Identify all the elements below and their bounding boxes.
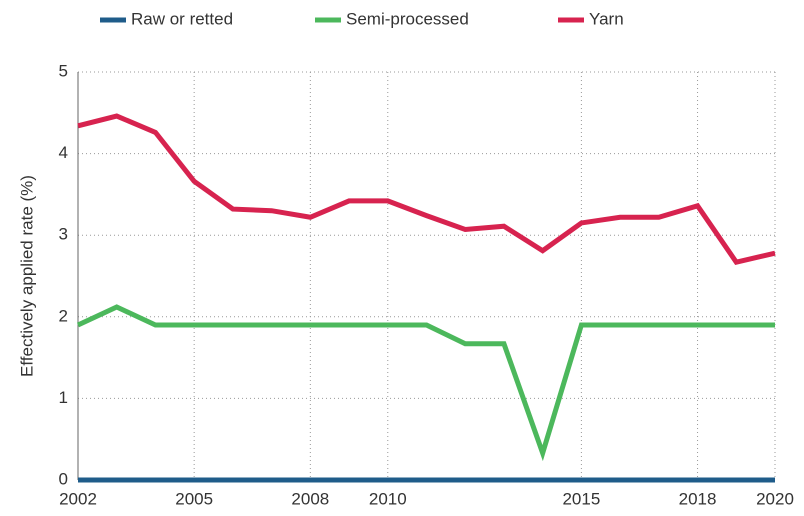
y-tick-label: 2 bbox=[59, 306, 68, 325]
x-tick-label: 2002 bbox=[59, 489, 97, 508]
x-tick-label: 2008 bbox=[291, 489, 329, 508]
x-tick-label: 2010 bbox=[369, 489, 407, 508]
x-tick-label: 2018 bbox=[679, 489, 717, 508]
x-tick-label: 2005 bbox=[175, 489, 213, 508]
y-tick-label: 3 bbox=[59, 225, 68, 244]
y-tick-label: 4 bbox=[59, 143, 68, 162]
legend-label: Semi-processed bbox=[346, 9, 469, 28]
legend-label: Yarn bbox=[589, 9, 624, 28]
x-tick-label: 2020 bbox=[756, 489, 794, 508]
y-axis-label: Effectively applied rate (%) bbox=[17, 175, 36, 377]
y-tick-label: 1 bbox=[59, 388, 68, 407]
y-tick-label: 5 bbox=[59, 61, 68, 80]
series-line bbox=[77, 113, 776, 265]
series-line bbox=[76, 304, 775, 462]
y-tick-label: 0 bbox=[59, 469, 68, 488]
legend-label: Raw or retted bbox=[131, 9, 233, 28]
x-tick-label: 2015 bbox=[562, 489, 600, 508]
